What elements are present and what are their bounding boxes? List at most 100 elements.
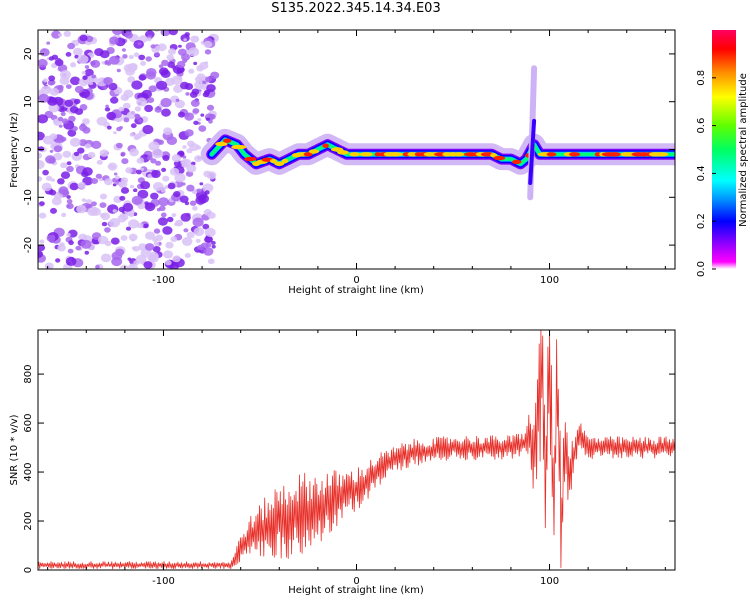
noise-blob bbox=[77, 181, 86, 189]
x-tick-label: 100 bbox=[540, 275, 559, 286]
y-tick-label: 400 bbox=[23, 462, 34, 481]
noise-blob bbox=[65, 256, 77, 266]
noise-blob bbox=[203, 209, 212, 216]
noise-blob bbox=[60, 106, 65, 111]
spike-core bbox=[528, 118, 537, 185]
noise-blob bbox=[162, 226, 173, 235]
noise-blob bbox=[131, 80, 143, 90]
noise-blob bbox=[141, 89, 152, 99]
noise-blob bbox=[38, 159, 45, 170]
noise-blob bbox=[128, 233, 138, 241]
noise-blob bbox=[68, 240, 74, 246]
noise-blob bbox=[90, 59, 101, 68]
noise-blob bbox=[129, 148, 139, 157]
noise-blob bbox=[122, 54, 128, 59]
colorbar: 0.0 0.2 0.4 0.6 0.8 Normalized spectral ampl… bbox=[696, 30, 749, 277]
noise-blob bbox=[46, 175, 53, 181]
noise-blob bbox=[95, 173, 103, 179]
noise-blob bbox=[178, 44, 182, 48]
noise-blob bbox=[174, 173, 186, 183]
noise-blob bbox=[199, 182, 204, 186]
noise-blob bbox=[158, 197, 169, 207]
noise-blob bbox=[206, 171, 217, 180]
noise-blob bbox=[151, 148, 164, 159]
noise-blob bbox=[110, 237, 120, 245]
noise-blob bbox=[95, 265, 100, 269]
noise-blob bbox=[182, 158, 192, 167]
noise-blob bbox=[204, 235, 213, 244]
noise-blob bbox=[167, 182, 176, 190]
colorbar-gradient bbox=[712, 30, 736, 269]
noise-blob bbox=[189, 91, 198, 98]
noise-blob bbox=[165, 241, 174, 249]
noise-blob bbox=[133, 188, 138, 192]
noise-blob bbox=[104, 178, 113, 186]
noise-blob bbox=[82, 118, 90, 125]
noise-blob bbox=[204, 190, 210, 195]
noise-blob bbox=[74, 54, 79, 59]
noise-blob bbox=[110, 96, 119, 104]
noise-blob bbox=[130, 264, 135, 268]
noise-blob bbox=[122, 102, 131, 110]
spectrogram-plot-area bbox=[38, 30, 675, 269]
noise-blob bbox=[136, 157, 145, 164]
ridge-hotspot bbox=[453, 152, 465, 157]
noise-blob bbox=[205, 242, 212, 248]
noise-blob bbox=[76, 204, 87, 214]
noise-blob bbox=[61, 212, 67, 218]
noise-blob bbox=[111, 165, 116, 169]
noise-blob bbox=[46, 234, 56, 242]
noise-blob bbox=[145, 243, 155, 251]
noise-blob bbox=[43, 78, 48, 83]
ridge-hotspot bbox=[244, 156, 257, 162]
noise-blob bbox=[135, 133, 143, 140]
noise-blob bbox=[99, 193, 108, 200]
noise-blob bbox=[136, 169, 142, 175]
colorbar-tick-label: 0.2 bbox=[696, 213, 707, 229]
noise-blob bbox=[181, 182, 186, 186]
noise-blob bbox=[156, 80, 168, 90]
noise-blob bbox=[38, 212, 47, 219]
noise-blob bbox=[123, 117, 130, 123]
noise-blob bbox=[178, 222, 183, 226]
noise-blob bbox=[163, 127, 173, 135]
noise-blob bbox=[179, 195, 189, 203]
noise-blob bbox=[106, 125, 112, 130]
noise-blob bbox=[160, 97, 172, 108]
noise-blob bbox=[66, 195, 71, 199]
y-tick-label: 600 bbox=[23, 414, 34, 433]
ridge-hotspot bbox=[281, 158, 289, 164]
noise-blob bbox=[38, 250, 44, 258]
ridge-hotspot bbox=[594, 152, 601, 157]
noise-blob bbox=[193, 61, 198, 66]
noise-blob bbox=[148, 141, 160, 151]
noise-blob bbox=[152, 237, 159, 243]
noise-blob bbox=[38, 114, 48, 124]
noise-blob bbox=[125, 226, 132, 231]
noise-blob bbox=[38, 58, 48, 68]
noise-blob bbox=[198, 194, 209, 204]
y-tick-label: 0 bbox=[23, 567, 34, 573]
noise-blob bbox=[112, 209, 117, 213]
noise-blob bbox=[197, 118, 202, 122]
noise-blob bbox=[60, 171, 71, 179]
noise-blob bbox=[146, 37, 152, 42]
noise-blob bbox=[104, 227, 111, 233]
noise-blob bbox=[171, 213, 177, 218]
noise-blob bbox=[38, 93, 50, 103]
noise-blob bbox=[70, 76, 81, 86]
noise-blob bbox=[211, 244, 216, 249]
colorbar-label: Normalized spectral amplitude bbox=[738, 73, 749, 227]
noise-blob bbox=[169, 167, 180, 176]
noise-blob bbox=[167, 61, 176, 68]
snr-ticks: -100 0 100 0 200 400 600 800 bbox=[23, 330, 675, 587]
noise-blob bbox=[116, 68, 121, 73]
noise-blob bbox=[49, 189, 57, 196]
ridge-hotspot bbox=[609, 152, 621, 157]
noise-blob bbox=[148, 85, 157, 93]
ridge-hotspot bbox=[274, 161, 285, 166]
noise-blob bbox=[133, 52, 140, 57]
noise-blob bbox=[140, 181, 151, 190]
noise-blob bbox=[196, 188, 202, 193]
